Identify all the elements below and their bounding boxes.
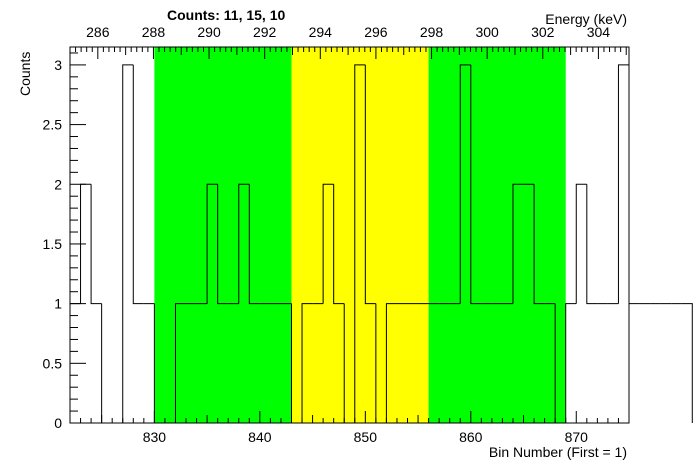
histogram-bin (301, 303, 313, 423)
histogram-bin (617, 64, 629, 304)
x-tick-label: 870 (565, 429, 589, 445)
plot-frame (69, 46, 630, 424)
histogram-bin (206, 183, 218, 304)
top-tick-label: 304 (587, 24, 611, 40)
histogram-bin (248, 184, 260, 305)
x-tick-label: 840 (248, 429, 272, 445)
top-tick-label: 286 (86, 24, 110, 40)
histogram-bin (333, 184, 345, 305)
y-axis: 0 0.5 1 1.5 2 2.5 3 (43, 52, 86, 431)
histogram-bin (385, 303, 397, 423)
histogram-bin (459, 64, 471, 304)
histogram-bin (90, 184, 102, 305)
y-tick-label: 0 (54, 415, 62, 431)
top-tick-label: 300 (475, 24, 499, 40)
top-tick-label: 298 (420, 24, 444, 40)
histogram-bin (364, 64, 376, 305)
histogram-bin (354, 64, 366, 423)
top-tick-label: 288 (142, 24, 166, 40)
histogram-bin (470, 64, 482, 305)
region-band-3 (428, 47, 566, 423)
histogram-bin (575, 183, 587, 304)
y-tick-label: 1.5 (43, 236, 63, 252)
histogram-bin (238, 183, 250, 304)
x-axis-label: Bin Number (First = 1) (489, 444, 627, 460)
x-tick-label: 860 (459, 429, 483, 445)
chart-title: Counts: 11, 15, 10 (167, 7, 285, 23)
histogram-bin (512, 183, 524, 304)
y-tick-label: 2.5 (43, 117, 63, 133)
top-tick-label: 296 (364, 24, 388, 40)
histogram-bin (586, 184, 598, 305)
x-tick-label: 850 (354, 429, 378, 445)
histogram-bin (174, 303, 187, 423)
histogram-bin (681, 303, 693, 423)
y-tick-label: 2 (54, 176, 62, 192)
histogram-bin (322, 183, 334, 304)
y-tick-label: 3 (54, 57, 62, 73)
y-tick-label: 0.5 (43, 355, 63, 371)
top-tick-label: 290 (197, 24, 221, 40)
region-band-1 (154, 47, 292, 423)
histogram-bin (101, 303, 113, 424)
histogram-bin (628, 64, 640, 305)
histogram-bin (565, 303, 577, 423)
region-band-2 (291, 47, 429, 423)
histogram-bin (132, 64, 144, 305)
top-energy-axis: 286 288 290 292 294 296 298 300 302 304 (75, 24, 627, 59)
top-tick-label: 302 (531, 24, 555, 40)
histogram-bin (533, 184, 545, 305)
histogram-bin (122, 64, 134, 423)
top-tick-label: 294 (309, 24, 333, 40)
region-bands (154, 47, 566, 423)
top-tick-label: 292 (253, 24, 277, 40)
x-axis: 830 840 850 860 870 (69, 411, 630, 445)
top-axis-label: Energy (keV) (545, 11, 627, 27)
x-tick-label: 830 (143, 429, 167, 445)
histogram-bin (217, 184, 229, 305)
y-tick-label: 1 (54, 296, 62, 312)
y-axis-label: Counts (17, 52, 33, 96)
